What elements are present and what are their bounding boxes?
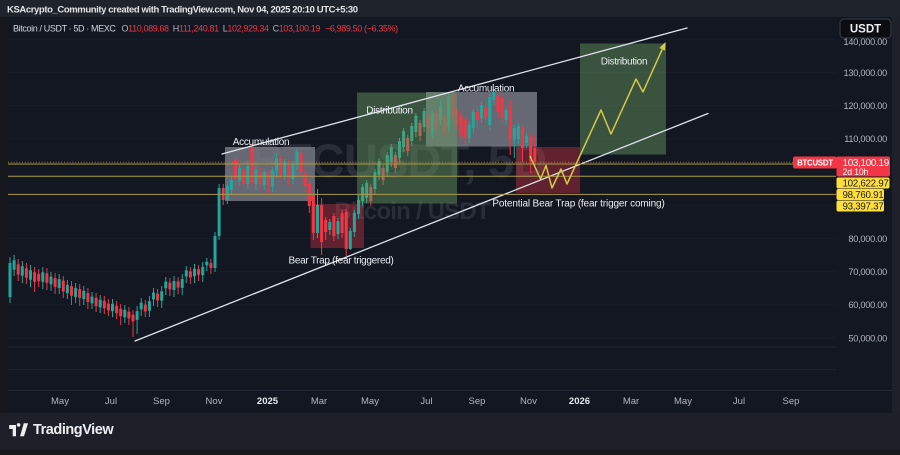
svg-text:Distribution: Distribution [366, 106, 412, 117]
svg-text:2026: 2026 [569, 396, 590, 407]
svg-text:103,100.19: 103,100.19 [843, 158, 890, 169]
svg-text:110,000.00: 110,000.00 [844, 134, 887, 144]
svg-text:Bear Trap (fear triggered): Bear Trap (fear triggered) [288, 256, 393, 267]
svg-text:May: May [51, 396, 69, 407]
svg-text:Bitcoin / USDT: Bitcoin / USDT [334, 198, 491, 225]
svg-text:Sep: Sep [469, 396, 486, 407]
svg-text:Mar: Mar [311, 396, 327, 407]
svg-text:KSAcrypto_Community created wi: KSAcrypto_Community created with Trading… [7, 5, 358, 16]
svg-text:Jul: Jul [733, 396, 745, 407]
svg-text:98,760.91: 98,760.91 [843, 190, 884, 201]
svg-text:Mar: Mar [623, 396, 639, 407]
svg-text:Nov: Nov [206, 396, 223, 407]
svg-text:Accumulation: Accumulation [458, 84, 514, 95]
svg-text:May: May [361, 396, 379, 407]
svg-text:BTCUSDT: BTCUSDT [797, 158, 833, 167]
svg-text:Distribution: Distribution [601, 57, 647, 68]
svg-text:120,000.00: 120,000.00 [844, 101, 888, 111]
svg-text:Nov: Nov [520, 396, 537, 407]
svg-text:2d 10h: 2d 10h [843, 167, 869, 177]
svg-text:70,000.00: 70,000.00 [848, 267, 887, 277]
svg-text:Sep: Sep [153, 396, 170, 407]
svg-text:140,000.00: 140,000.00 [844, 37, 888, 47]
svg-text:Accumulation: Accumulation [233, 137, 289, 148]
svg-text:USDT: USDT [850, 23, 881, 35]
svg-text:102,622.97: 102,622.97 [843, 179, 889, 190]
svg-text:May: May [674, 396, 692, 407]
svg-text:Sep: Sep [783, 396, 800, 407]
svg-text:Jul: Jul [420, 396, 432, 407]
svg-text:80,000.00: 80,000.00 [848, 234, 887, 244]
svg-text:93,397.37: 93,397.37 [843, 202, 884, 213]
svg-text:50,000.00: 50,000.00 [848, 334, 887, 344]
svg-text:60,000.00: 60,000.00 [848, 300, 887, 310]
svg-text:Potential Bear Trap (fear trig: Potential Bear Trap (fear trigger coming… [492, 199, 664, 210]
svg-text:Jul: Jul [105, 396, 117, 407]
svg-text:130,000.00: 130,000.00 [844, 68, 888, 78]
svg-text:TradingView: TradingView [33, 422, 114, 438]
svg-text:2025: 2025 [257, 396, 279, 407]
